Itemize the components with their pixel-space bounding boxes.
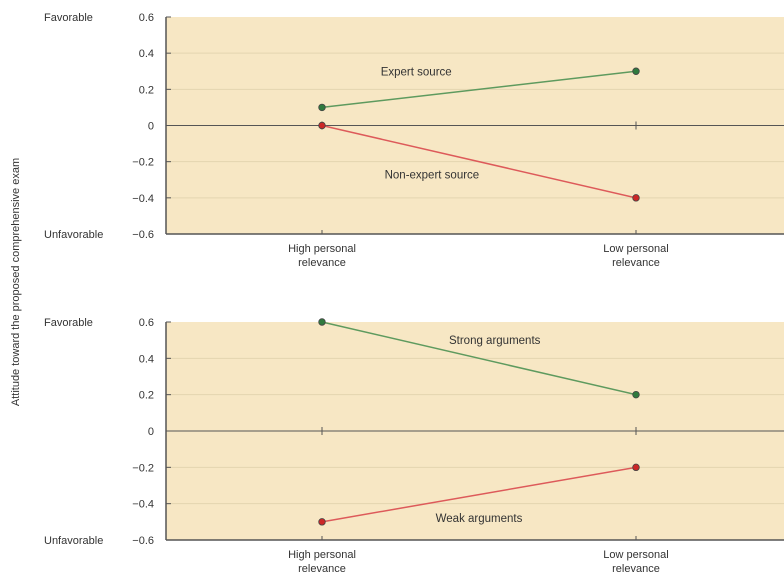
data-point <box>318 518 326 526</box>
y-tick-label: 0.4 <box>139 353 154 365</box>
data-point <box>318 121 326 130</box>
x-tick-label: High personal <box>288 243 356 255</box>
x-tick-label: relevance <box>612 563 660 575</box>
series-line-non-expert-source <box>321 124 637 199</box>
y-tick-label: 0.2 <box>139 84 154 96</box>
y-tick-label: 0 <box>148 426 154 438</box>
y-tick-label: −0.6 <box>132 535 154 547</box>
favorable-label: Favorable <box>44 12 93 24</box>
y-tick-label: −0.4 <box>132 193 154 205</box>
x-tick-label: Low personal <box>603 549 668 561</box>
series-label: Expert source <box>381 66 452 78</box>
favorable-label: Favorable <box>44 317 93 329</box>
series-line-strong-arguments <box>321 321 637 396</box>
y-tick-label: 0.6 <box>139 317 154 329</box>
series-line-weak-arguments <box>321 466 637 523</box>
y-tick-label: 0.6 <box>139 12 154 24</box>
y-tick-label: −0.4 <box>132 499 154 511</box>
data-point <box>632 194 640 202</box>
series-label: Non-expert source <box>385 169 480 181</box>
data-point <box>318 103 326 112</box>
chart-panel-top: 0.6 0.4 0.2 0 −0.2 −0.4 −0.6 Favorable Unfavorab… <box>44 12 784 269</box>
data-point <box>632 67 640 75</box>
chart-panel-bottom: 0.6 0.4 0.2 0 −0.2 −0.4 −0.6 Favorable Unfavorab… <box>44 317 784 575</box>
series-line-expert-source <box>321 70 637 109</box>
x-tick-label: Low personal <box>603 243 668 255</box>
y-axis-title: Attitude toward the proposed comprehensi… <box>10 158 22 406</box>
x-tick-label: relevance <box>298 563 346 575</box>
y-tick-label: 0 <box>148 121 154 133</box>
y-tick-label: 0.2 <box>139 390 154 402</box>
series-label: Strong arguments <box>449 335 541 347</box>
series-label: Weak arguments <box>436 513 523 525</box>
data-point <box>632 390 640 399</box>
data-point <box>632 463 640 472</box>
unfavorable-label: Unfavorable <box>44 535 103 547</box>
x-tick-label: relevance <box>612 257 660 269</box>
x-tick-label: relevance <box>298 257 346 269</box>
data-point <box>318 318 326 326</box>
x-tick-label: High personal <box>288 549 356 561</box>
y-tick-label: −0.6 <box>132 229 154 241</box>
y-tick-label: −0.2 <box>132 157 154 169</box>
y-tick-label: 0.4 <box>139 48 154 60</box>
y-tick-label: −0.2 <box>132 462 154 474</box>
unfavorable-label: Unfavorable <box>44 229 103 241</box>
